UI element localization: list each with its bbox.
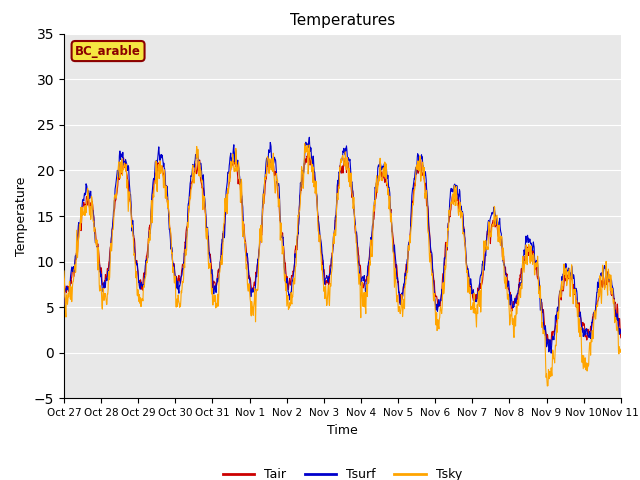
Title: Temperatures: Temperatures [290, 13, 395, 28]
Text: BC_arable: BC_arable [75, 45, 141, 58]
X-axis label: Time: Time [327, 424, 358, 437]
Legend: Tair, Tsurf, Tsky: Tair, Tsurf, Tsky [218, 463, 467, 480]
Y-axis label: Temperature: Temperature [15, 176, 28, 256]
